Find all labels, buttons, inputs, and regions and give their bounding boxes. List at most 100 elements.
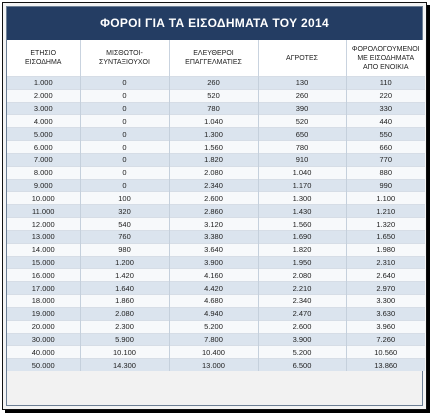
cell-rental-income: 550 xyxy=(345,127,425,141)
cell-employees-pensioners: 0 xyxy=(79,101,169,115)
cell-freelancers: 13.000 xyxy=(168,358,258,372)
table-row: 5.000 0 1.300 650 550 xyxy=(7,127,425,141)
cell-freelancers: 780 xyxy=(168,101,258,115)
cell-farmers: 1.820 xyxy=(257,242,346,257)
cell-annual-income: 6.000 xyxy=(7,140,80,154)
cell-rental-income: 770 xyxy=(345,152,425,167)
table-row: 20.000 2.300 5.200 2.600 3.960 xyxy=(7,319,425,334)
table-frame: ΦΟΡΟΙ ΓΙΑ ΤΑ ΕΙΣΟΔΗΜΑΤΑ ΤΟΥ 2014 ΕΤΗΣΙΟ … xyxy=(2,2,427,410)
table-row: 8.000 0 2.080 1.040 880 xyxy=(7,165,425,180)
cell-annual-income: 1.000 xyxy=(7,76,80,90)
cell-freelancers: 3.120 xyxy=(168,217,258,231)
table-row: 9.000 0 2.340 1.170 990 xyxy=(7,178,425,192)
cell-farmers: 1.560 xyxy=(257,217,346,231)
cell-rental-income: 1.100 xyxy=(345,191,425,205)
cell-rental-income: 220 xyxy=(345,88,425,103)
table-row: 7.000 0 1.820 910 770 xyxy=(7,152,425,167)
cell-farmers: 1.300 xyxy=(257,191,346,205)
cell-employees-pensioners: 980 xyxy=(79,242,169,257)
table-row: 19.000 2.080 4.940 2.470 3.630 xyxy=(7,306,425,321)
cell-freelancers: 2.340 xyxy=(168,178,258,192)
cell-employees-pensioners: 0 xyxy=(79,127,169,141)
cell-rental-income: 110 xyxy=(345,76,425,90)
cell-annual-income: 20.000 xyxy=(7,319,80,334)
cell-annual-income: 30.000 xyxy=(7,332,80,346)
cell-employees-pensioners: 0 xyxy=(79,165,169,180)
cell-freelancers: 4.420 xyxy=(168,281,258,295)
cell-employees-pensioners: 2.300 xyxy=(79,319,169,334)
header-row: ΕΤΗΣΙΟ ΕΙΣΟΔΗΜΑ ΜΙΣΘΩΤΟΙ- ΣΥΝΤΑΞΙΟΥΧΟΙ Ε… xyxy=(7,40,425,77)
cell-farmers: 260 xyxy=(257,88,346,103)
cell-freelancers: 3.380 xyxy=(168,229,258,244)
table-row: 17.000 1.640 4.420 2.210 2.970 xyxy=(7,281,425,295)
cell-rental-income: 1.980 xyxy=(345,242,425,257)
cell-rental-income: 2.970 xyxy=(345,281,425,295)
cell-freelancers: 3.640 xyxy=(168,242,258,257)
cell-employees-pensioners: 0 xyxy=(79,152,169,167)
col-header-farmers: ΑΓΡΟΤΕΣ xyxy=(257,40,346,77)
cell-rental-income: 330 xyxy=(345,101,425,115)
cell-rental-income: 3.630 xyxy=(345,306,425,321)
cell-farmers: 130 xyxy=(257,76,346,90)
cell-freelancers: 4.940 xyxy=(168,306,258,321)
cell-freelancers: 5.200 xyxy=(168,319,258,334)
cell-farmers: 780 xyxy=(257,140,346,154)
col-header-annual-income: ΕΤΗΣΙΟ ΕΙΣΟΔΗΜΑ xyxy=(25,50,62,66)
cell-rental-income: 1.650 xyxy=(345,229,425,244)
table-row: 14.000 980 3.640 1.820 1.980 xyxy=(7,242,425,257)
cell-annual-income: 2.000 xyxy=(7,88,80,103)
cell-annual-income: 4.000 xyxy=(7,114,80,128)
table-row: 12.000 540 3.120 1.560 1.320 xyxy=(7,217,425,231)
cell-freelancers: 520 xyxy=(168,88,258,103)
cell-annual-income: 13.000 xyxy=(7,229,80,244)
cell-freelancers: 2.860 xyxy=(168,204,258,218)
table-row: 16.000 1.420 4.160 2.080 2.640 xyxy=(7,268,425,282)
table-row: 40.000 10.100 10.400 5.200 10.560 xyxy=(7,345,425,359)
cell-employees-pensioners: 540 xyxy=(79,217,169,231)
tax-table: ΕΤΗΣΙΟ ΕΙΣΟΔΗΜΑ ΜΙΣΘΩΤΟΙ- ΣΥΝΤΑΞΙΟΥΧΟΙ Ε… xyxy=(7,40,425,372)
table-row: 30.000 5.900 7.800 3.900 7.260 xyxy=(7,332,425,346)
table-panel: ΦΟΡΟΙ ΓΙΑ ΤΑ ΕΙΣΟΔΗΜΑΤΑ ΤΟΥ 2014 ΕΤΗΣΙΟ … xyxy=(6,6,425,406)
cell-employees-pensioners: 1.200 xyxy=(79,255,169,269)
cell-annual-income: 12.000 xyxy=(7,217,80,231)
cell-employees-pensioners: 10.100 xyxy=(79,345,169,359)
cell-employees-pensioners: 5.900 xyxy=(79,332,169,346)
cell-freelancers: 1.820 xyxy=(168,152,258,167)
table-title: ΦΟΡΟΙ ΓΙΑ ΤΑ ΕΙΣΟΔΗΜΑΤΑ ΤΟΥ 2014 xyxy=(7,7,422,40)
cell-farmers: 910 xyxy=(257,152,346,167)
cell-annual-income: 14.000 xyxy=(7,242,80,257)
cell-employees-pensioners: 0 xyxy=(79,88,169,103)
cell-rental-income: 2.640 xyxy=(345,268,425,282)
cell-rental-income: 440 xyxy=(345,114,425,128)
cell-rental-income: 1.210 xyxy=(345,204,425,218)
table-row: 50.000 14.300 13.000 6.500 13.860 xyxy=(7,358,425,372)
cell-rental-income: 880 xyxy=(345,165,425,180)
cell-annual-income: 8.000 xyxy=(7,165,80,180)
cell-farmers: 2.600 xyxy=(257,319,346,334)
cell-farmers: 1.170 xyxy=(257,178,346,192)
cell-annual-income: 15.000 xyxy=(7,255,80,269)
cell-annual-income: 3.000 xyxy=(7,101,80,115)
cell-annual-income: 17.000 xyxy=(7,281,80,295)
cell-freelancers: 4.680 xyxy=(168,294,258,308)
cell-farmers: 3.900 xyxy=(257,332,346,346)
cell-employees-pensioners: 0 xyxy=(79,178,169,192)
cell-farmers: 390 xyxy=(257,101,346,115)
cell-employees-pensioners: 320 xyxy=(79,204,169,218)
cell-employees-pensioners: 2.080 xyxy=(79,306,169,321)
cell-annual-income: 40.000 xyxy=(7,345,80,359)
table-row: 13.000 760 3.380 1.690 1.650 xyxy=(7,229,425,244)
table-row: 2.000 0 520 260 220 xyxy=(7,88,425,103)
cell-rental-income: 10.560 xyxy=(345,345,425,359)
cell-annual-income: 10.000 xyxy=(7,191,80,205)
cell-farmers: 5.200 xyxy=(257,345,346,359)
cell-rental-income: 1.320 xyxy=(345,217,425,231)
cell-freelancers: 10.400 xyxy=(168,345,258,359)
cell-freelancers: 3.900 xyxy=(168,255,258,269)
table-row: 10.000 100 2.600 1.300 1.100 xyxy=(7,191,425,205)
cell-farmers: 2.210 xyxy=(257,281,346,295)
cell-annual-income: 5.000 xyxy=(7,127,80,141)
cell-employees-pensioners: 0 xyxy=(79,140,169,154)
cell-freelancers: 7.800 xyxy=(168,332,258,346)
cell-farmers: 520 xyxy=(257,114,346,128)
